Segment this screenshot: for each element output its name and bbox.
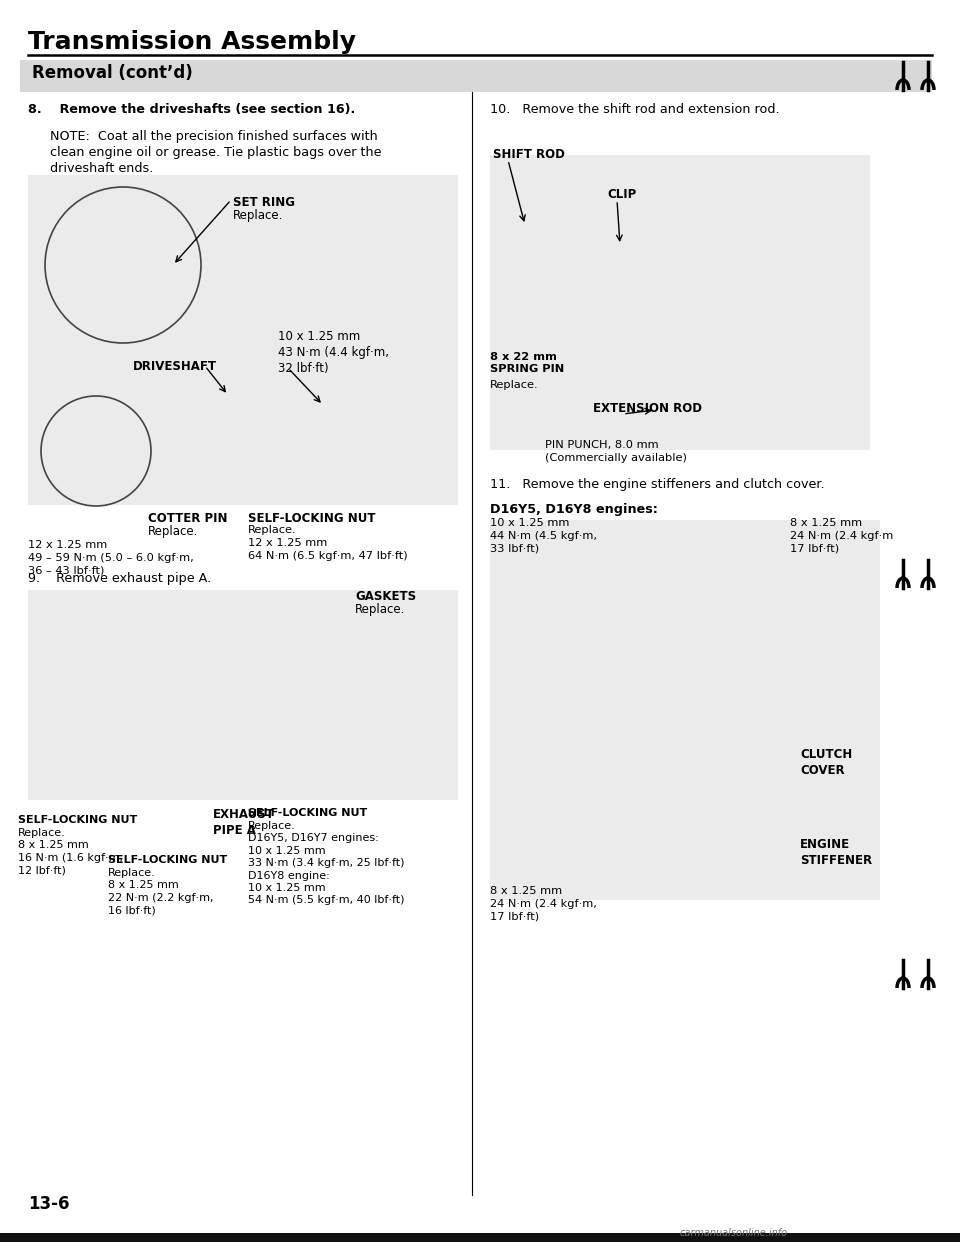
Text: PIN PUNCH, 8.0 mm
(Commercially available): PIN PUNCH, 8.0 mm (Commercially availabl… <box>545 440 686 463</box>
Text: SHIFT ROD: SHIFT ROD <box>493 148 564 161</box>
Text: 11.   Remove the engine stiffeners and clutch cover.: 11. Remove the engine stiffeners and clu… <box>490 478 825 491</box>
Text: Replace.: Replace. <box>490 380 539 390</box>
Text: carmanualsonline.info: carmanualsonline.info <box>680 1228 788 1238</box>
Text: 8 x 1.25 mm
24 N·m (2.4 kgf·m,
17 lbf·ft): 8 x 1.25 mm 24 N·m (2.4 kgf·m, 17 lbf·ft… <box>490 886 597 922</box>
Text: 12 x 1.25 mm
49 – 59 N·m (5.0 – 6.0 kgf·m,
36 – 43 lbf·ft): 12 x 1.25 mm 49 – 59 N·m (5.0 – 6.0 kgf·… <box>28 540 194 575</box>
Text: SELF-LOCKING NUT: SELF-LOCKING NUT <box>108 854 228 864</box>
Text: EXTENSION ROD: EXTENSION ROD <box>593 402 702 415</box>
Text: NOTE:  Coat all the precision finished surfaces with
clean engine oil or grease.: NOTE: Coat all the precision finished su… <box>50 130 381 175</box>
Text: 13-6: 13-6 <box>28 1195 69 1213</box>
Text: COTTER PIN: COTTER PIN <box>148 512 228 525</box>
Text: Transmission Assembly: Transmission Assembly <box>28 30 356 53</box>
Text: SELF-LOCKING NUT: SELF-LOCKING NUT <box>18 815 137 825</box>
Text: Replace.
12 x 1.25 mm
64 N·m (6.5 kgf·m, 47 lbf·ft): Replace. 12 x 1.25 mm 64 N·m (6.5 kgf·m,… <box>248 525 408 560</box>
Text: Removal (cont’d): Removal (cont’d) <box>32 65 193 82</box>
Bar <box>490 155 870 450</box>
Text: Replace.
8 x 1.25 mm
22 N·m (2.2 kgf·m,
16 lbf·ft): Replace. 8 x 1.25 mm 22 N·m (2.2 kgf·m, … <box>108 868 213 915</box>
Text: DRIVESHAFT: DRIVESHAFT <box>133 360 217 373</box>
Text: Replace.
D16Y5, D16Y7 engines:
10 x 1.25 mm
33 N·m (3.4 kgf·m, 25 lbf·ft)
D16Y8 : Replace. D16Y5, D16Y7 engines: 10 x 1.25… <box>248 821 404 905</box>
Bar <box>0 1233 960 1242</box>
Text: 9.    Remove exhaust pipe A.: 9. Remove exhaust pipe A. <box>28 573 211 585</box>
Text: GASKETS: GASKETS <box>355 590 416 604</box>
Text: EXHAUST
PIPE A: EXHAUST PIPE A <box>213 809 275 837</box>
Text: 10 x 1.25 mm
43 N·m (4.4 kgf·m,
32 lbf·ft): 10 x 1.25 mm 43 N·m (4.4 kgf·m, 32 lbf·f… <box>278 330 389 375</box>
Text: Replace.: Replace. <box>233 209 283 222</box>
Text: Replace.
8 x 1.25 mm
16 N·m (1.6 kgf·m,
12 lbf·ft): Replace. 8 x 1.25 mm 16 N·m (1.6 kgf·m, … <box>18 828 123 876</box>
Text: 8 x 22 mm
SPRING PIN: 8 x 22 mm SPRING PIN <box>490 351 564 374</box>
Text: Replace.: Replace. <box>148 525 199 538</box>
Text: SELF-LOCKING NUT: SELF-LOCKING NUT <box>248 512 375 525</box>
Text: CLIP: CLIP <box>607 188 636 201</box>
Text: CLUTCH
COVER: CLUTCH COVER <box>800 748 852 777</box>
Bar <box>20 60 932 92</box>
Text: ENGINE
STIFFENER: ENGINE STIFFENER <box>800 838 872 867</box>
Text: SELF-LOCKING NUT: SELF-LOCKING NUT <box>248 809 368 818</box>
Text: D16Y5, D16Y8 engines:: D16Y5, D16Y8 engines: <box>490 503 658 515</box>
Text: Replace.: Replace. <box>355 604 405 616</box>
Text: 10.   Remove the shift rod and extension rod.: 10. Remove the shift rod and extension r… <box>490 103 780 116</box>
Text: 10 x 1.25 mm
44 N·m (4.5 kgf·m,
33 lbf·ft): 10 x 1.25 mm 44 N·m (4.5 kgf·m, 33 lbf·f… <box>490 518 597 554</box>
Text: 8 x 1.25 mm
24 N·m (2.4 kgf·m
17 lbf·ft): 8 x 1.25 mm 24 N·m (2.4 kgf·m 17 lbf·ft) <box>790 518 893 554</box>
Bar <box>28 175 458 505</box>
Bar <box>28 590 458 800</box>
Bar <box>490 520 880 900</box>
Text: 8.    Remove the driveshafts (see section 16).: 8. Remove the driveshafts (see section 1… <box>28 103 355 116</box>
Text: SET RING: SET RING <box>233 196 295 209</box>
